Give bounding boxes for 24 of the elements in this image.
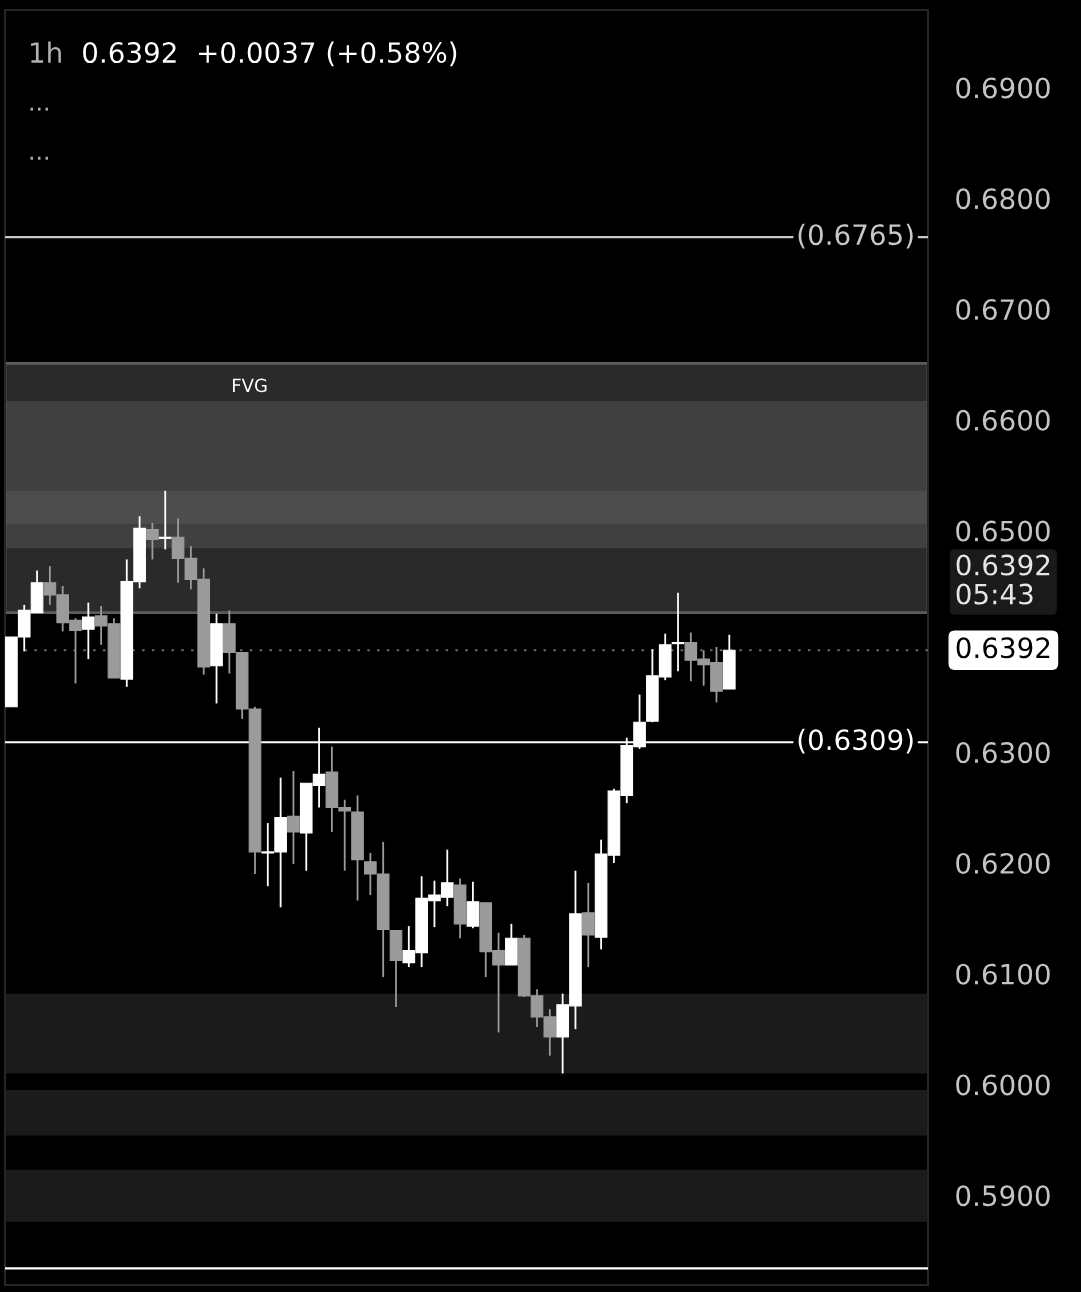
y-tick-label: 0.6600 xyxy=(956,409,1050,431)
annotation: ... xyxy=(30,107,48,111)
ref-line-label: 0.6392 xyxy=(956,637,1050,659)
band-label: FVG xyxy=(233,378,267,393)
annotation: ... xyxy=(30,156,48,160)
y-tick-label: 0.6200 xyxy=(956,852,1050,874)
y-tick-label: 0.6900 xyxy=(956,77,1050,99)
y-tick-label: 0.6800 xyxy=(956,188,1050,210)
candlestick xyxy=(287,770,300,865)
text: 1h xyxy=(31,41,61,63)
y-tick-label: 0.5900 xyxy=(956,1185,1050,1207)
ref-line-label: (0.6765) xyxy=(798,223,913,249)
candlestick xyxy=(82,601,95,661)
text: 0.6392 05:43 xyxy=(956,554,1050,605)
ref-line-label: (0.6309) xyxy=(798,728,913,754)
candlestick xyxy=(146,521,159,561)
text: 0.6392 +0.0037 (+0.58%) xyxy=(83,41,457,67)
y-tick-label: 0.6700 xyxy=(956,299,1050,321)
candlestick xyxy=(158,489,172,551)
y-tick-label: 0.6500 xyxy=(956,520,1050,542)
y-tick-label: 0.6300 xyxy=(956,742,1050,764)
y-tick-label: 0.6100 xyxy=(956,963,1050,985)
candlestick xyxy=(581,881,595,968)
y-tick-label: 0.6000 xyxy=(956,1074,1050,1096)
